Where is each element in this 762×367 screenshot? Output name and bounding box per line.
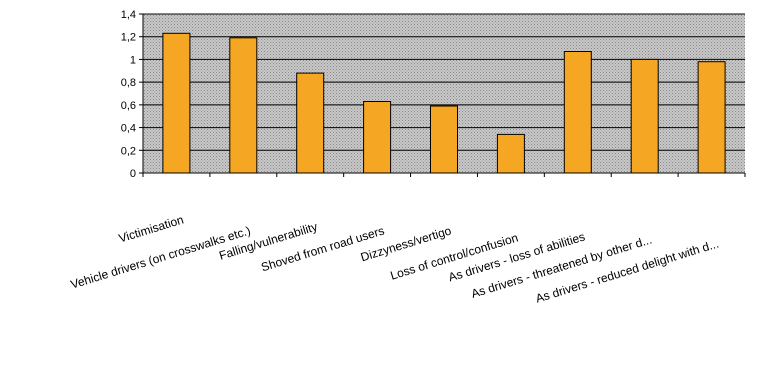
y-tick-label: 0,8 (121, 77, 136, 89)
y-tick-label: 1,4 (121, 9, 136, 21)
y-tick-label: 0,2 (121, 145, 136, 157)
bar (496, 133, 525, 174)
bar (229, 37, 258, 174)
bar (296, 72, 325, 174)
axes (139, 13, 746, 177)
bar (430, 105, 458, 174)
y-tick-label: 0 (130, 168, 136, 180)
y-tick-labels: 0 0,2 0,4 0,6 0,8 1 1,2 1,4 (121, 9, 136, 180)
y-tick-label: 0,6 (121, 100, 136, 112)
bar (697, 61, 726, 174)
bar (563, 51, 592, 174)
y-tick-label: 1,2 (121, 32, 136, 44)
bar (162, 32, 191, 174)
y-tick-label: 1 (130, 54, 136, 66)
bar (630, 58, 659, 174)
y-tick-label: 0,4 (121, 123, 136, 135)
x-category-label: Victimisation (117, 212, 185, 245)
bar (363, 101, 392, 174)
